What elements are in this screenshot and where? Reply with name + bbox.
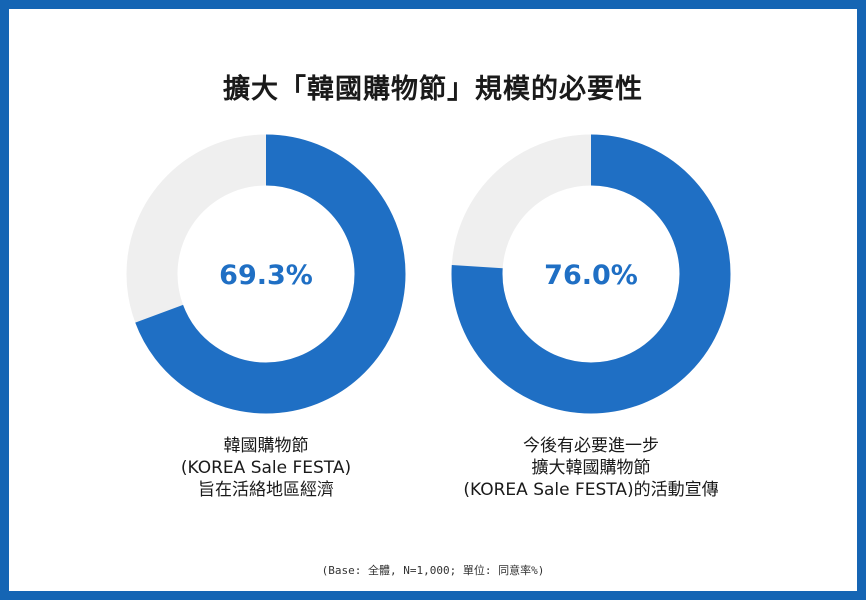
donut-value-arc-left bbox=[126, 134, 406, 414]
caption-line: 擴大韓國購物節 bbox=[531, 458, 651, 478]
caption-line: 旨在活絡地區經濟 bbox=[198, 480, 334, 500]
donut-chart-right: 76.0% bbox=[451, 134, 731, 414]
donut-chart-left: 69.3% bbox=[126, 134, 406, 414]
donut-caption-right: 今後有必要進一步 擴大韓國購物節 (KOREA Sale FESTA)的活動宣傳 bbox=[411, 435, 771, 501]
donut-percent-label-right: 76.0% bbox=[544, 260, 638, 291]
donut-percent-label-left: 69.3% bbox=[219, 260, 313, 291]
donut-value-arc-right bbox=[451, 134, 731, 414]
donut-caption-left: 韓國購物節 (KOREA Sale FESTA) 旨在活絡地區經濟 bbox=[86, 435, 446, 501]
chart-title: 擴大「韓國購物節」規模的必要性 bbox=[223, 74, 643, 105]
caption-line: (KOREA Sale FESTA) bbox=[180, 458, 352, 478]
caption-line: (KOREA Sale FESTA)的活動宣傳 bbox=[463, 480, 719, 500]
chart-panel: 擴大「韓國購物節」規模的必要性 69.3% 76.0% 韓國購物節 (KOREA… bbox=[9, 9, 857, 591]
caption-line: 韓國購物節 bbox=[223, 436, 309, 456]
caption-line: 今後有必要進一步 bbox=[523, 436, 659, 456]
footnote: (Base: 全體, N=1,000; 單位: 同意率%) bbox=[321, 564, 545, 577]
